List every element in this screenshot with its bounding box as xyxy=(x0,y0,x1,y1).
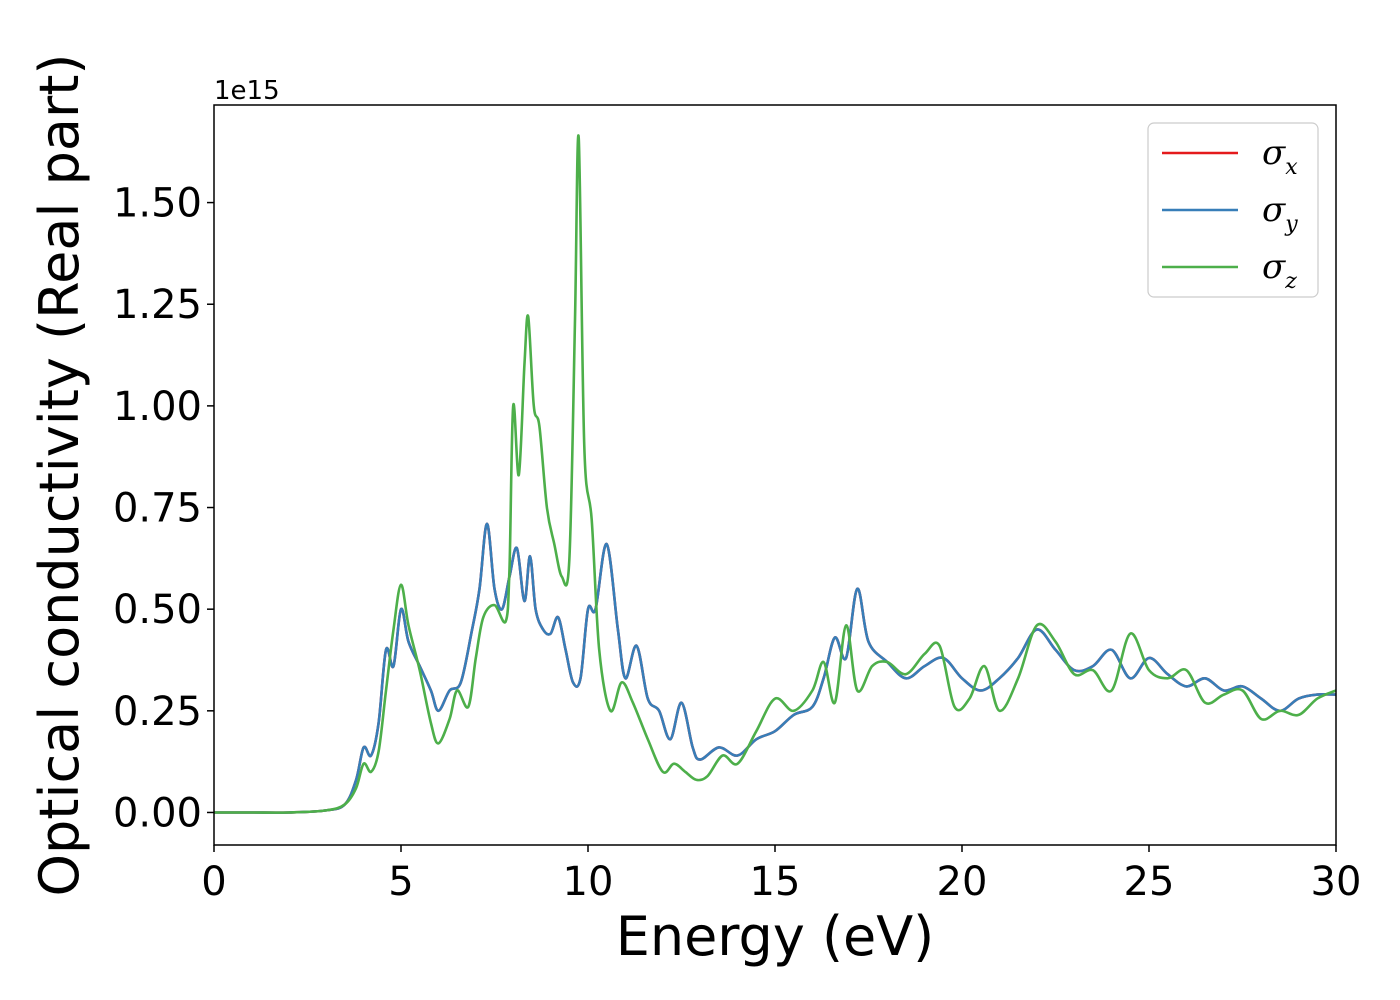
legend-label: σx xyxy=(1262,133,1298,180)
legend-label: σz xyxy=(1262,247,1297,294)
y-axis-title: Optical conductivity (Real part) xyxy=(28,54,91,897)
x-tick-label: 10 xyxy=(563,859,614,905)
x-tick-label: 0 xyxy=(201,859,226,905)
y-tick-label: 0.00 xyxy=(113,790,202,836)
x-tick-label: 20 xyxy=(937,859,988,905)
y-tick-label: 0.75 xyxy=(113,486,202,532)
legend-entry-x: σx xyxy=(1162,133,1298,180)
axis-ticks: 0 5 10 15 20 25 30 0.00 0.25 0.50 0.75 1.00 1.25 1.50 xyxy=(113,181,1362,905)
x-tick-label: 15 xyxy=(750,859,801,905)
y-tick-label: 0.25 xyxy=(113,689,202,735)
legend-label: σy xyxy=(1262,190,1298,237)
y-offset-label: 1e15 xyxy=(214,76,280,106)
x-tick-label: 30 xyxy=(1311,859,1362,905)
series-line-y xyxy=(214,522,1336,814)
series-line-x xyxy=(214,522,1336,814)
x-tick-label: 25 xyxy=(1124,859,1175,905)
y-tick-label: 0.50 xyxy=(113,587,202,633)
series-line-z xyxy=(214,134,1336,814)
legend-entry-z: σz xyxy=(1162,247,1297,294)
x-axis-title: Energy (eV) xyxy=(616,905,935,968)
series-lines xyxy=(214,134,1336,814)
y-tick-label: 1.25 xyxy=(113,282,202,328)
y-tick-label: 1.50 xyxy=(113,181,202,227)
legend-entry-y: σy xyxy=(1162,190,1298,237)
y-tick-label: 1.00 xyxy=(113,384,202,430)
legend: σx σy σz xyxy=(1147,122,1319,298)
x-tick-label: 5 xyxy=(388,859,413,905)
